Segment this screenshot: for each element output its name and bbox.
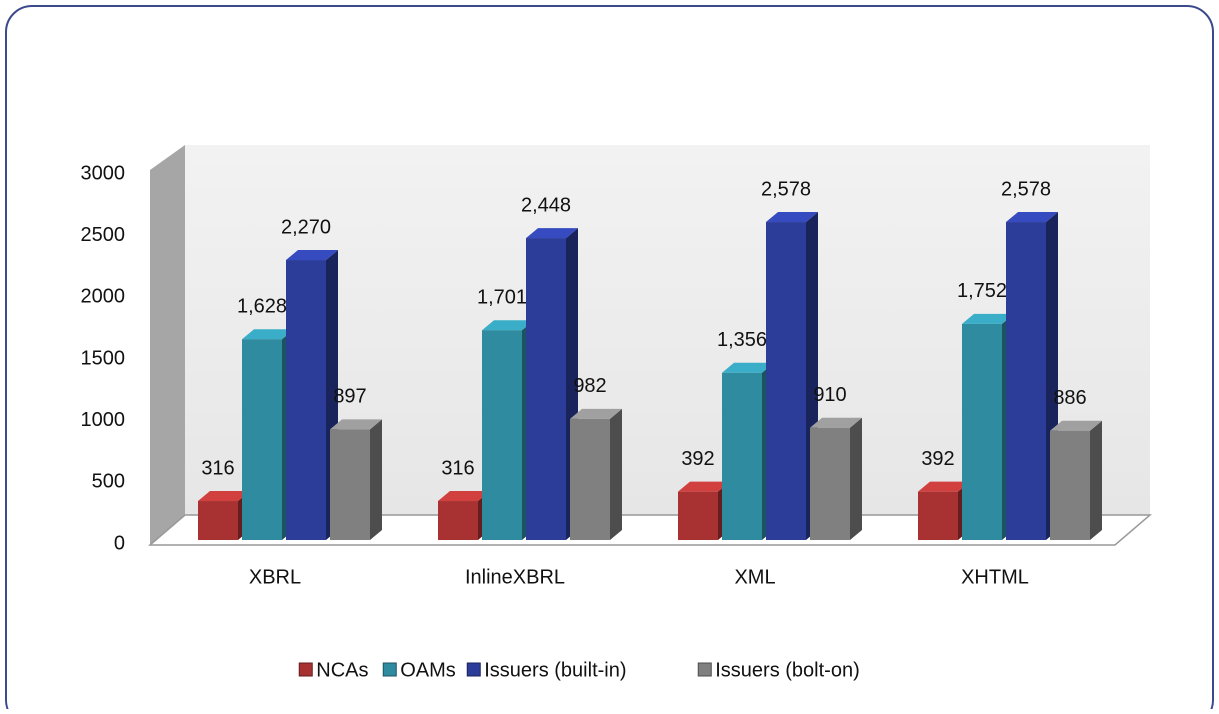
value-label: 910 [813, 384, 846, 406]
bar [766, 212, 818, 540]
bar-top [330, 419, 382, 430]
value-label: 2,578 [761, 178, 811, 200]
value-label: 316 [201, 457, 234, 479]
bar [1050, 420, 1102, 540]
value-label: 2,578 [1001, 178, 1051, 200]
bar-top [722, 362, 774, 373]
legend-swatch [697, 662, 712, 677]
y-tick-label: 3000 [81, 162, 126, 184]
bar-front [526, 238, 566, 540]
legend-swatch [298, 662, 313, 677]
bar [526, 228, 578, 540]
legend-label: Issuers (built-in) [484, 659, 626, 681]
bar-top [766, 212, 818, 223]
bar-top [678, 481, 730, 492]
bar-front [198, 501, 238, 540]
x-tick-label: InlineXBRL [465, 566, 565, 588]
value-label: 982 [573, 375, 606, 397]
bar-front [330, 429, 370, 540]
bar-front [766, 222, 806, 540]
value-label: 392 [921, 448, 954, 470]
value-label: 1,701 [477, 286, 527, 308]
bar-front [570, 418, 610, 540]
bar [330, 419, 382, 540]
bar-front [286, 260, 326, 540]
value-label: 1,356 [717, 329, 767, 351]
legend-label: Issuers (bolt-on) [715, 659, 860, 681]
y-tick-label: 2500 [81, 224, 126, 246]
x-tick-label: XBRL [249, 566, 301, 588]
bar-front [962, 323, 1002, 540]
y-tick-label: 1000 [81, 409, 126, 431]
bar-side [610, 408, 622, 540]
x-tick-label: XHTML [961, 566, 1029, 588]
back-wall [185, 145, 1150, 515]
bar-front [722, 372, 762, 540]
bar-side [850, 417, 862, 540]
value-label: 2,448 [521, 194, 571, 216]
bar-front [242, 339, 282, 540]
value-label: 392 [681, 448, 714, 470]
bar-top [482, 320, 534, 331]
x-tick-label: XML [734, 566, 775, 588]
bar-side [370, 419, 382, 540]
bar-front [678, 491, 718, 540]
value-label: 897 [333, 386, 366, 408]
legend-swatch [466, 662, 481, 677]
value-label: 1,752 [957, 280, 1007, 302]
bar-top [1006, 212, 1058, 223]
bar-front [482, 330, 522, 540]
y-tick-label: 0 [114, 532, 125, 554]
bar-front [1050, 430, 1090, 540]
y-tick-label: 2000 [81, 286, 126, 308]
value-label: 1,628 [237, 295, 287, 317]
bar-top [962, 313, 1014, 324]
value-label: 886 [1053, 387, 1086, 409]
bar-front [918, 491, 958, 540]
bar [286, 250, 338, 541]
legend-swatch [382, 662, 397, 677]
bar-front [810, 427, 850, 540]
bar-front [438, 501, 478, 540]
bar-top [198, 491, 250, 502]
legend-label: NCAs [316, 659, 368, 681]
bar-top [242, 329, 294, 340]
bar [918, 481, 970, 540]
bar [810, 417, 862, 540]
value-label: 2,270 [281, 216, 331, 238]
legend-label: OAMs [400, 659, 456, 681]
bar [438, 491, 490, 540]
bar-top [918, 481, 970, 492]
bar-side [1090, 420, 1102, 540]
bar-top [438, 491, 490, 502]
bar-top [810, 417, 862, 428]
bar-top [526, 228, 578, 239]
bar-top [1050, 420, 1102, 431]
y-tick-label: 1500 [81, 347, 126, 369]
y-tick-label: 500 [92, 471, 125, 493]
bar-top [286, 250, 338, 261]
value-label: 316 [441, 457, 474, 479]
floor [147, 514, 1153, 546]
side-wall [150, 145, 185, 545]
bar [570, 408, 622, 540]
bar-front [1006, 222, 1046, 540]
bar-top [570, 408, 622, 419]
